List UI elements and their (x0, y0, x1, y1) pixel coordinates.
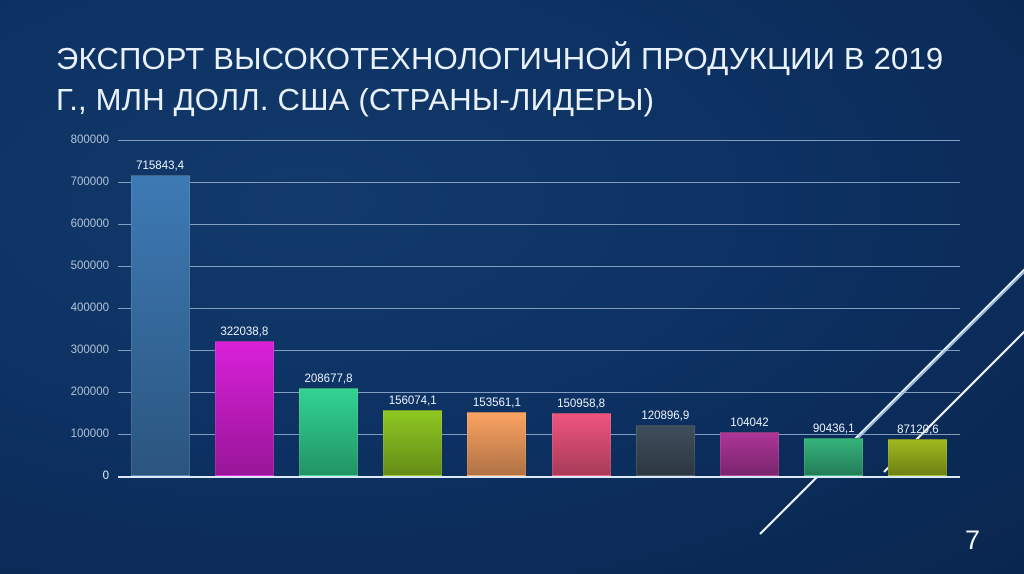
bar-value-label: 208677,8 (304, 373, 353, 386)
bar-сингапур: 150958,8 (551, 398, 611, 476)
y-axis-tick-label: 700000 (70, 176, 109, 188)
page-number: 7 (964, 525, 980, 555)
bar-сша: 156074,1 (383, 395, 443, 476)
bar-китай: 715843,4 (130, 160, 190, 476)
y-axis-tick-label: 800000 (70, 134, 109, 146)
y-axis-tick-label: 400000 (70, 302, 109, 314)
bar-value-label: 87120,6 (897, 424, 939, 437)
bar-value-label: 104042 (730, 417, 769, 430)
axis-baseline: 0 (103, 470, 960, 482)
y-axis-tick-label: 200000 (70, 386, 109, 398)
bar-value-label: 90436,1 (812, 423, 855, 436)
bar-япония: 104042 (720, 417, 779, 476)
gridline: 400000 (71, 302, 960, 314)
bar-value-label: 715843,4 (136, 160, 185, 173)
bar-value-label: 322038,8 (220, 325, 269, 338)
y-axis-tick-label: 100000 (70, 428, 109, 440)
bar-value-label: 153561,1 (472, 396, 521, 409)
bar-value-label: 150958,8 (557, 397, 606, 410)
y-axis-tick-label: 300000 (70, 344, 109, 356)
y-axis-tick-label: 600000 (70, 218, 109, 230)
page-title: ЭКСПОРТ ВЫСОКОТЕХНОЛОГИЧНОЙ ПРОДУКЦИИ В … (56, 41, 944, 118)
y-axis-tick-label: 500000 (70, 260, 109, 272)
gridline: 800000 (71, 134, 960, 146)
bar-франция: 120896,9 (635, 410, 695, 476)
gridline: 700000 (71, 176, 960, 188)
bar-южная-корея: 153561,1 (467, 397, 527, 476)
bar-германия: 208677,8 (299, 373, 358, 476)
bar-chart: 0 100000 200000 300000 400000 500000 600000 700… (0, 132, 1024, 512)
bar-вьетнам: 90436,1 (804, 423, 864, 476)
bar-value-label: 120896,9 (641, 410, 690, 423)
bar-value-label: 156074,1 (388, 395, 437, 408)
plot-area: 0 100000 200000 300000 400000 500000 600000 700… (71, 134, 960, 482)
gridline: 500000 (71, 260, 960, 272)
gridline: 200000 (71, 386, 960, 398)
y-axis-tick-label: 0 (102, 470, 109, 482)
gridline: 300000 (71, 344, 960, 356)
gridline: 600000 (71, 218, 960, 230)
gridline: 100000 (71, 428, 960, 440)
bar-голландия: 87120,6 (888, 424, 948, 476)
bar-гонконг: 322038,8 (214, 326, 274, 476)
